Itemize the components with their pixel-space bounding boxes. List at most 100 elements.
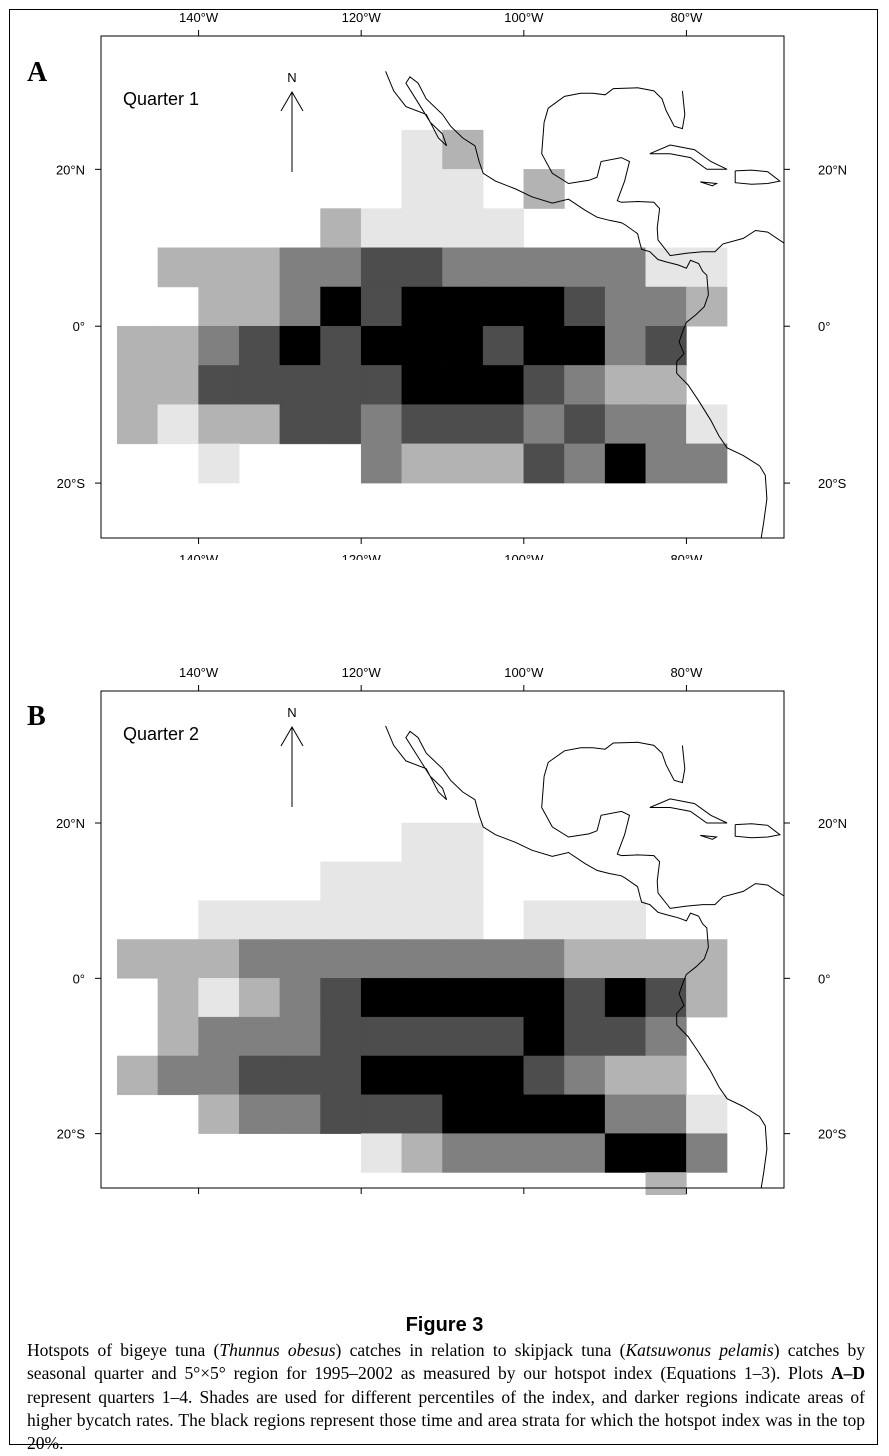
quarter-label-b: Quarter 2 <box>123 724 200 744</box>
hotspot-cell <box>401 900 443 940</box>
lon-tick-label: 80°W <box>670 665 703 680</box>
hotspot-cell <box>238 365 281 405</box>
hotspot-cell <box>604 325 647 366</box>
hotspot-cell <box>238 404 281 445</box>
lon-tick-label: 140°W <box>179 552 219 560</box>
hotspot-cell <box>523 978 565 1018</box>
hotspot-cell <box>482 247 525 288</box>
caption-text-3: ) catches by seasonal quarter and 5°×5° … <box>27 1340 865 1384</box>
hotspot-cell <box>238 900 281 940</box>
hotspot-cell <box>564 1094 606 1134</box>
hotspot-cell <box>523 247 565 288</box>
hotspot-cell <box>686 1133 728 1173</box>
hotspot-cell <box>198 1094 240 1134</box>
hotspot-cell <box>401 169 443 209</box>
panel-letter-b: B <box>27 701 46 732</box>
hotspot-cell <box>360 286 403 327</box>
hotspot-cell <box>238 939 281 979</box>
hotspot-cell <box>279 939 321 979</box>
hotspot-cell <box>117 404 159 445</box>
lat-tick-label: 20°N <box>818 162 847 177</box>
hotspot-cell <box>686 939 728 979</box>
hotspot-cell <box>360 1016 403 1057</box>
lon-tick-label: 100°W <box>504 552 544 560</box>
hotspot-cell <box>198 325 240 366</box>
hotspot-cell <box>604 247 647 288</box>
hotspot-cell <box>401 286 443 327</box>
lat-tick-label: 20°S <box>57 476 86 491</box>
hotspot-cell <box>320 325 362 366</box>
hotspot-cell <box>198 939 240 979</box>
hotspot-cell <box>523 900 565 940</box>
lat-tick-label: 0° <box>73 971 85 986</box>
hotspot-cell <box>198 1055 240 1096</box>
lat-tick-label: 0° <box>818 319 830 334</box>
hotspot-cell <box>442 208 484 249</box>
figure-title: Figure 3 <box>405 1314 484 1336</box>
lon-tick-label: 120°W <box>342 10 382 25</box>
figure-caption: Hotspots of bigeye tuna (Thunnus obesus)… <box>27 1339 865 1455</box>
figure-frame <box>9 9 878 1445</box>
hotspot-cell <box>320 939 362 979</box>
lat-tick-label: 0° <box>73 319 85 334</box>
hotspot-cell <box>320 978 362 1018</box>
hotspot-cell <box>157 247 199 288</box>
hotspot-cell <box>442 129 484 170</box>
caption-text-1: Hotspots of bigeye tuna ( <box>27 1340 220 1360</box>
hotspot-cell <box>442 169 484 209</box>
north-arrow-icon <box>280 726 304 807</box>
hotspot-cell <box>279 247 321 288</box>
hotspot-cell <box>442 1055 484 1096</box>
hotspot-cell <box>645 1094 687 1134</box>
hotspot-cell <box>442 247 484 288</box>
hotspot-cell <box>482 1016 525 1057</box>
lon-tick-label: 100°W <box>504 665 544 680</box>
hotspot-cell <box>320 861 362 901</box>
hotspot-cell <box>442 861 484 901</box>
hotspot-cell <box>320 247 362 288</box>
coastline <box>385 725 784 1188</box>
map-frame <box>100 35 785 539</box>
hotspot-cell <box>442 443 484 484</box>
hotspot-cell <box>523 1016 565 1057</box>
hotspot-cell <box>482 1133 525 1173</box>
hotspot-cell <box>401 978 443 1018</box>
hotspot-cell <box>686 404 728 445</box>
hotspot-cell <box>279 1094 321 1134</box>
hotspot-cell <box>564 443 606 484</box>
hotspot-cell <box>523 169 565 209</box>
hotspot-cell <box>401 1016 443 1057</box>
hotspot-cell <box>279 325 321 366</box>
hotspot-cell <box>442 365 484 405</box>
hotspot-cell <box>279 365 321 405</box>
hotspot-cell <box>604 443 647 484</box>
hotspot-cell <box>604 978 647 1018</box>
hotspot-cell <box>320 1055 362 1096</box>
hotspot-cell <box>360 325 403 366</box>
hotspot-cell <box>157 939 199 979</box>
hotspot-cell <box>117 325 159 366</box>
hotspot-cell <box>523 1055 565 1096</box>
hotspot-cell <box>320 208 362 249</box>
hotspot-cell <box>117 365 159 405</box>
lat-tick-label: 0° <box>818 971 830 986</box>
hotspot-cell <box>360 208 403 249</box>
hotspot-cell <box>401 1094 443 1134</box>
hotspot-cell <box>645 1016 687 1057</box>
lon-tick-label: 140°W <box>179 665 219 680</box>
hotspot-cell <box>482 1094 525 1134</box>
hotspot-cell <box>401 129 443 170</box>
hotspot-cell <box>279 900 321 940</box>
lat-tick-label: 20°S <box>818 1127 847 1142</box>
panel-letter-a: A <box>27 57 48 88</box>
hotspot-cell <box>117 939 159 979</box>
lat-tick-label: 20°S <box>57 1127 86 1142</box>
hotspot-cell <box>564 1016 606 1057</box>
caption-latin-1: Thunnus obesus <box>219 1340 336 1360</box>
hotspot-cell <box>645 1055 687 1096</box>
hotspot-cell <box>238 286 281 327</box>
hotspot-cell <box>442 822 484 863</box>
hotspot-cell <box>320 404 362 445</box>
hotspot-cell <box>401 443 443 484</box>
hotspot-cell <box>401 939 443 979</box>
